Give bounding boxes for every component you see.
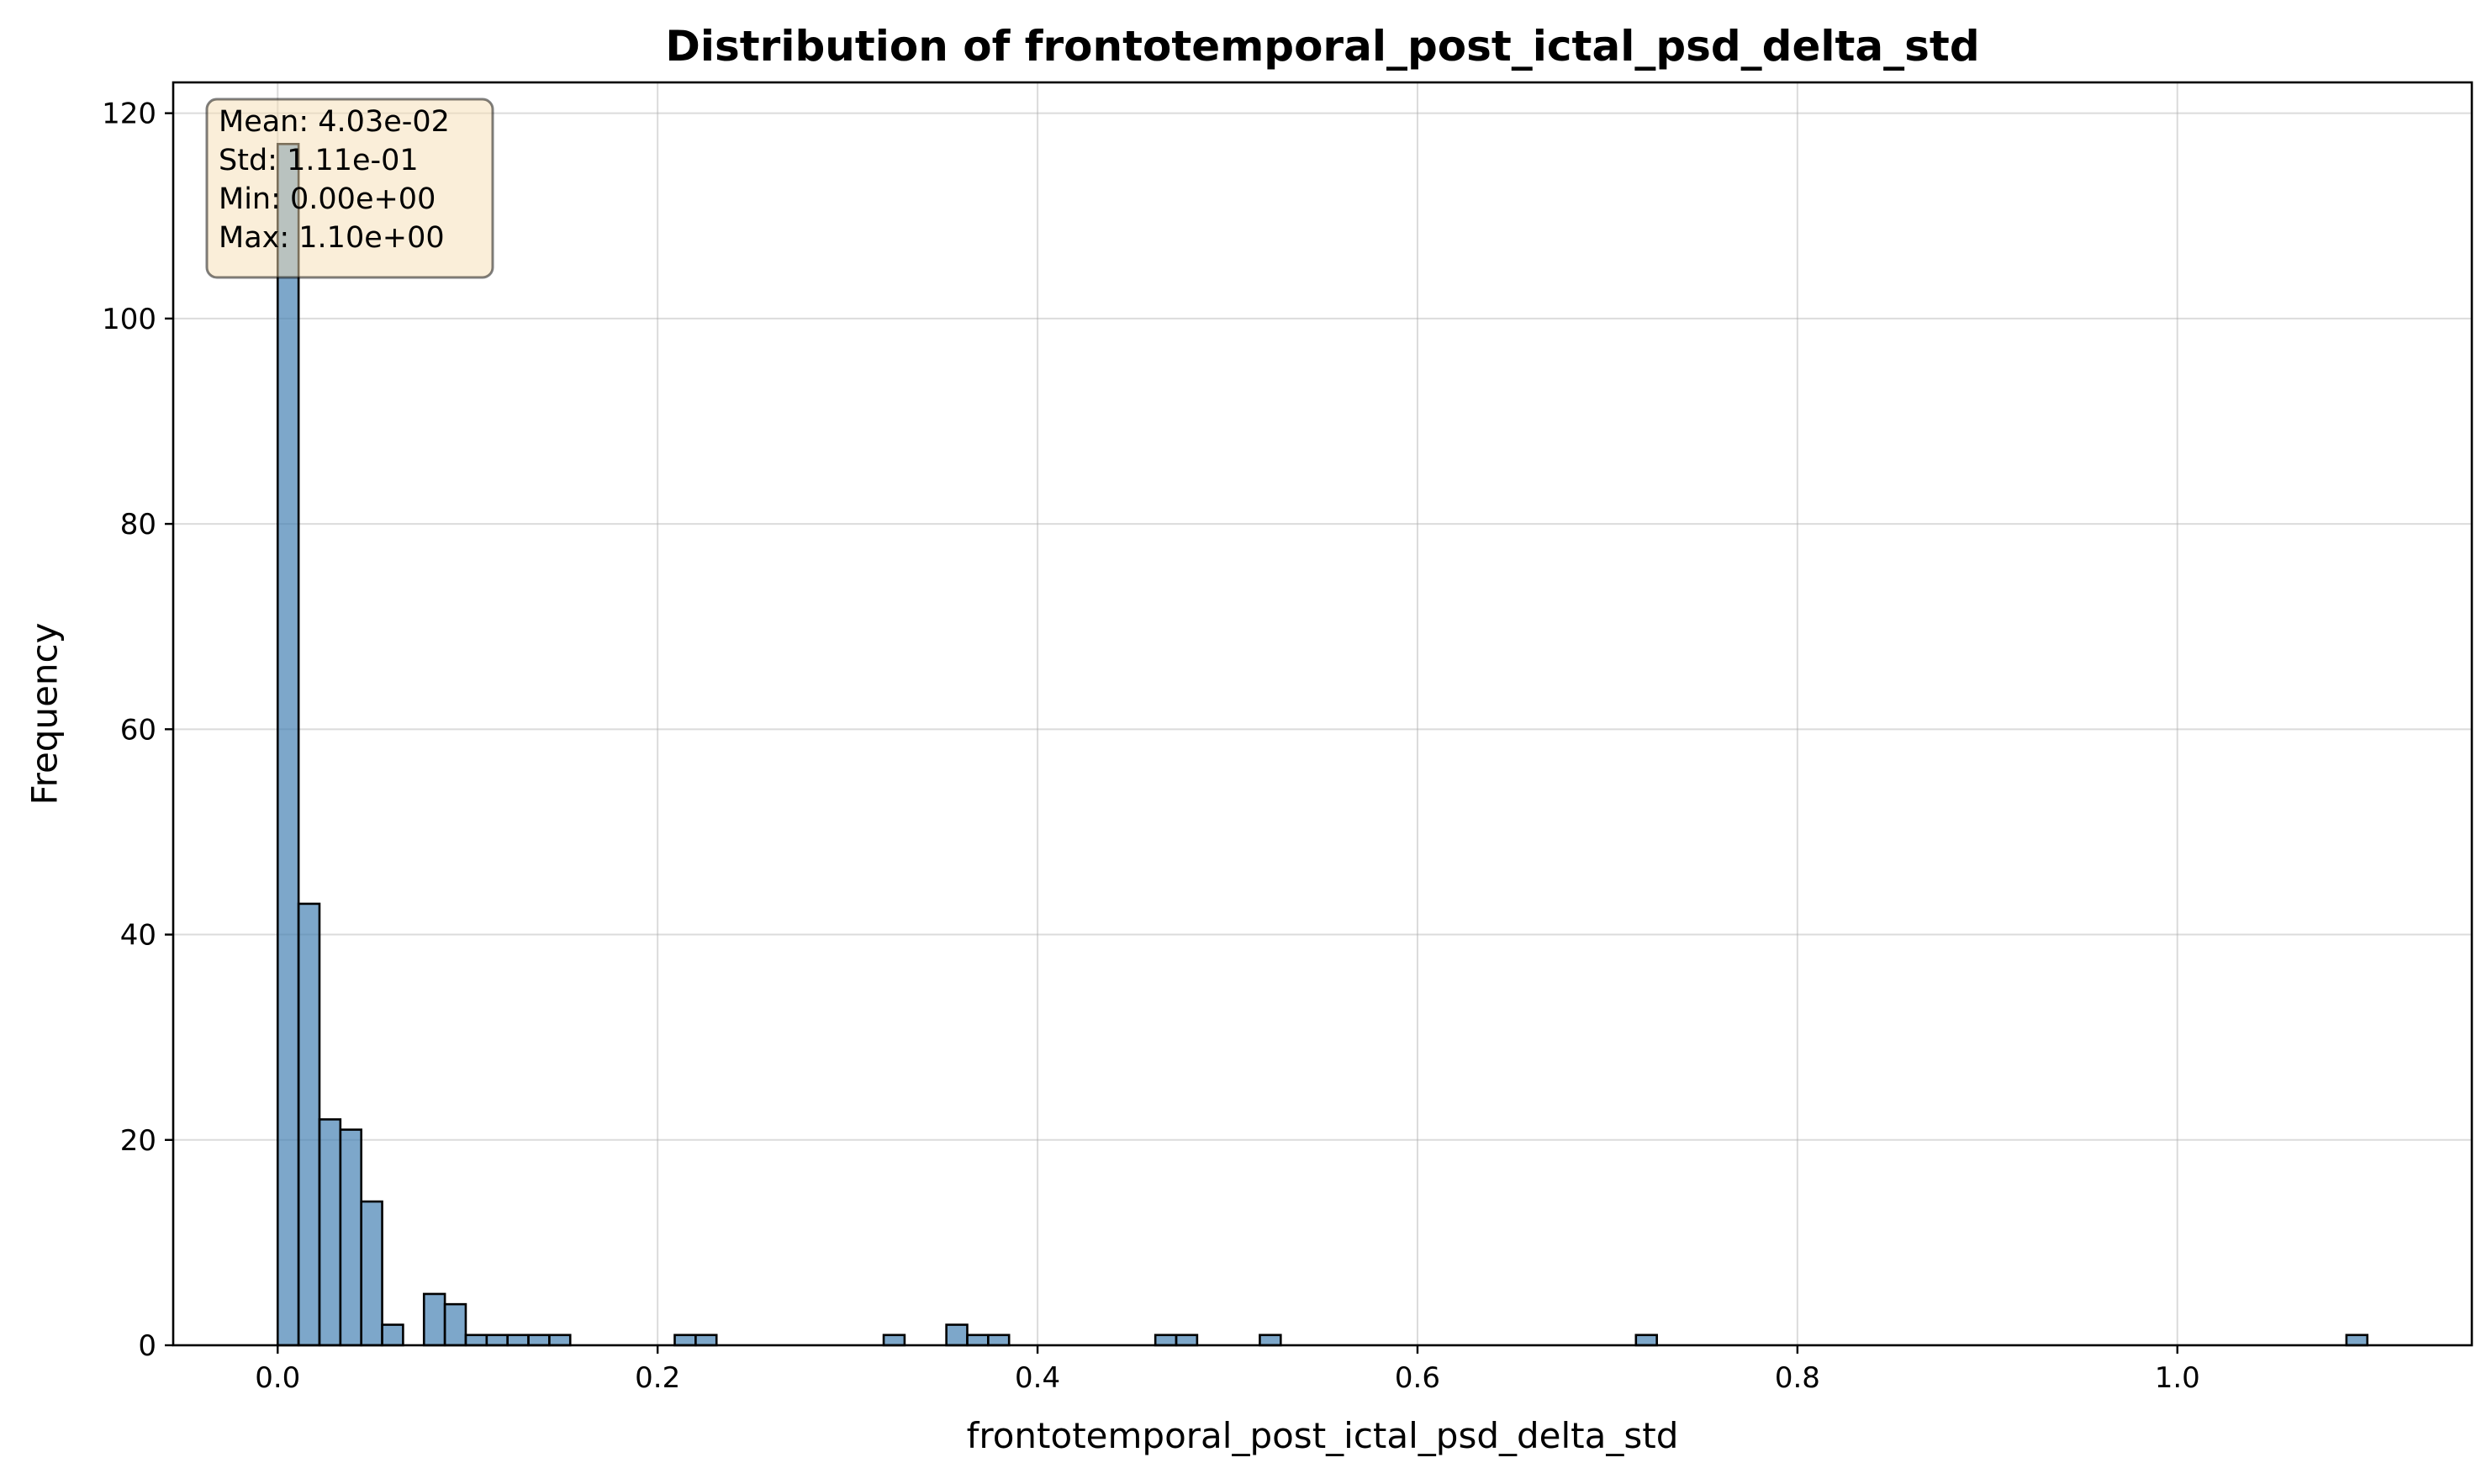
stats-line: Std: 1.11e-01: [219, 144, 419, 177]
histogram-bar: [1154, 1333, 1178, 1347]
stats-line: Max: 1.10e+00: [219, 221, 445, 255]
y-tick-label: 40: [120, 919, 156, 953]
histogram-bar: [2345, 1333, 2369, 1347]
stats-box: Mean: 4.03e-02 Std: 1.11e-01 Min: 0.00e+00…: [205, 98, 494, 279]
histogram-bar: [673, 1333, 697, 1347]
histogram-bar: [297, 902, 321, 1347]
axis-ticks: 0.0 0.2 0.4 0.6 0.8 1.0 0 20 40 60 80 100 120: [102, 98, 2200, 1395]
chart-title: Distribution of frontotemporal_post_icta…: [665, 22, 1979, 71]
histogram-bar: [1634, 1333, 1658, 1347]
stats-line: Min: 0.00e+00: [219, 182, 436, 216]
stats-line: Mean: 4.03e-02: [219, 105, 450, 139]
x-tick-label: 0.8: [1775, 1361, 1820, 1395]
y-tick-label: 100: [102, 303, 156, 336]
x-tick-label: 0.2: [635, 1361, 680, 1395]
histogram-bar: [381, 1323, 404, 1347]
y-tick-label: 20: [120, 1124, 156, 1158]
histogram-bar: [694, 1333, 718, 1347]
histogram-bar: [464, 1333, 488, 1347]
histogram-bar: [422, 1292, 446, 1347]
histogram-bar: [485, 1333, 509, 1347]
histogram-bar: [527, 1333, 551, 1347]
y-tick-label: 60: [120, 713, 156, 747]
x-tick-label: 0.0: [255, 1361, 300, 1395]
histogram-bar: [966, 1333, 990, 1347]
x-tick-label: 0.6: [1395, 1361, 1440, 1395]
y-tick-label: 0: [138, 1329, 156, 1363]
histogram-bar: [548, 1333, 572, 1347]
histogram-bar: [318, 1118, 342, 1347]
y-axis-label: Frequency: [24, 623, 66, 805]
histogram-bar: [360, 1200, 383, 1347]
y-tick-label: 80: [120, 508, 156, 541]
x-tick-label: 1.0: [2155, 1361, 2200, 1395]
plot-area-frame: [172, 81, 2474, 1347]
histogram-bar: [987, 1333, 1011, 1347]
histogram-bar: [882, 1333, 906, 1347]
stats-box-background: [205, 98, 494, 279]
histogram-bar: [276, 142, 300, 1347]
histogram-bar: [1175, 1333, 1199, 1347]
x-tick-label: 0.4: [1015, 1361, 1060, 1395]
histogram-bar: [945, 1323, 969, 1347]
histogram-bar: [1259, 1333, 1282, 1347]
histogram-bar: [339, 1128, 362, 1347]
histogram-bar: [443, 1302, 467, 1347]
x-axis-label: frontotemporal_post_ictal_psd_delta_std: [967, 1415, 1679, 1456]
histogram-bar: [506, 1333, 530, 1347]
y-tick-label: 120: [102, 98, 156, 131]
